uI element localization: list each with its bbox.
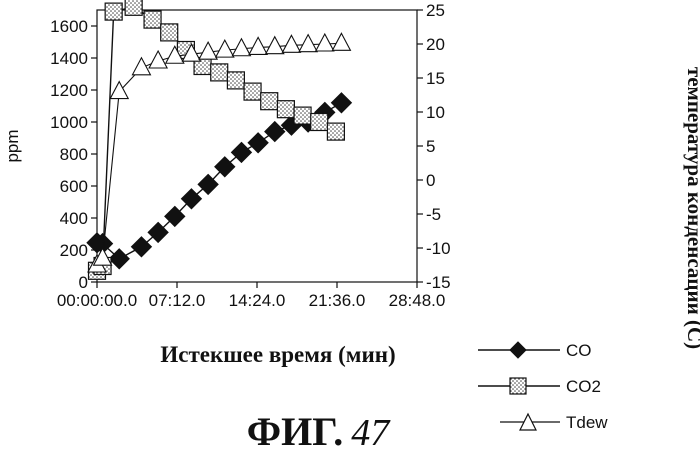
x-tick-label: 14:24.0	[229, 291, 286, 310]
data-point-co	[330, 92, 353, 114]
data-point-co	[264, 120, 286, 143]
data-point-tdew	[264, 35, 285, 55]
data-point-co2	[276, 100, 295, 119]
data-point-tdew	[198, 40, 219, 60]
figure-caption-prefix: ФИГ.	[247, 409, 343, 454]
data-point-co	[230, 141, 253, 164]
data-point-tdew	[314, 32, 335, 52]
legend-label-tdew: Tdew	[566, 413, 608, 432]
legend-marker-co2	[509, 377, 527, 395]
y-tick-label: 1400	[50, 49, 88, 68]
data-point-co2	[293, 106, 312, 125]
legend-marker-co	[509, 341, 527, 359]
data-point-co	[247, 132, 269, 154]
data-point-co2	[226, 71, 245, 90]
x-axis: 00:00:00.0 07:12.0 14:24.0 21:36.0 28:48.0	[57, 282, 446, 310]
data-point-co	[164, 205, 186, 228]
y-tick-label: 0	[79, 273, 88, 292]
data-point-co2	[124, 0, 143, 16]
legend-item-tdew: Tdew	[500, 412, 608, 432]
data-point-co2	[104, 2, 123, 21]
legend-item-co: CO	[478, 341, 592, 360]
data-point-tdew	[109, 80, 130, 100]
y2-tick-label: -5	[426, 205, 441, 224]
data-point-co	[108, 248, 130, 270]
data-point-co2	[310, 112, 329, 132]
x-tick-label: 07:12.0	[149, 291, 206, 310]
data-point-tdew	[148, 49, 169, 69]
data-point-co2	[210, 63, 229, 82]
y2-tick-label: 25	[426, 1, 445, 20]
y2-tick-label: 15	[426, 69, 445, 88]
data-point-co2	[143, 10, 162, 29]
legend-item-co2: CO2	[478, 377, 601, 396]
data-point-tdew	[181, 43, 202, 62]
y-tick-label: 800	[60, 145, 88, 164]
y2-tick-label: 20	[426, 35, 445, 54]
data-point-tdew	[298, 33, 319, 53]
y-tick-label: 1000	[50, 113, 88, 132]
legend-label-co: CO	[566, 341, 592, 360]
series-co	[86, 92, 353, 270]
series-layer	[86, 0, 353, 280]
data-point-tdew	[164, 45, 185, 64]
data-point-co	[130, 236, 153, 258]
y-axis-right: -15 -10 -5 0 5 10 15 20 25	[417, 1, 451, 292]
figure-caption-number: 47	[351, 412, 391, 454]
data-point-tdew	[281, 34, 302, 53]
data-point-tdew	[214, 38, 235, 58]
y-tick-label: 200	[60, 241, 88, 260]
legend-label-co2: CO2	[566, 377, 601, 396]
data-point-co	[197, 173, 219, 196]
y-tick-label: 600	[60, 177, 88, 196]
data-point-co2	[160, 23, 179, 42]
data-point-co2	[243, 82, 262, 101]
x-axis-title: Истекшее время (мин)	[160, 342, 395, 367]
legend: CO CO2 Tdew	[478, 341, 608, 432]
data-point-tdew	[231, 37, 252, 57]
y-axis-title: ppm	[3, 129, 22, 162]
data-point-tdew	[92, 247, 113, 266]
data-point-co2	[260, 92, 279, 111]
y2-axis-title: температура конденсации (С)	[683, 67, 700, 349]
series-tdew	[87, 32, 352, 273]
series-line-co2	[96, 6, 337, 272]
x-tick-label: 28:48.0	[389, 291, 446, 310]
y-tick-label: 1200	[50, 81, 88, 100]
data-point-tdew	[131, 56, 152, 76]
x-tick-label: 00:00:00.0	[57, 291, 137, 310]
y2-tick-label: 5	[426, 137, 435, 156]
y-axis-left: 0 200 400 600 800 1000 1200 1400 1600	[50, 17, 97, 292]
data-point-co	[214, 156, 236, 178]
y-tick-label: 1600	[50, 17, 88, 36]
data-point-co	[147, 221, 169, 244]
figure-caption: ФИГ. 47	[247, 409, 391, 454]
legend-marker-tdew	[519, 412, 537, 431]
y2-tick-label: 0	[426, 171, 435, 190]
y2-tick-label: -10	[426, 239, 451, 258]
y2-tick-label: 10	[426, 103, 445, 122]
series-line-tdew	[96, 42, 342, 266]
x-tick-label: 21:36.0	[309, 291, 366, 310]
data-point-co2	[326, 122, 345, 141]
data-point-tdew	[331, 32, 352, 51]
data-point-co	[180, 188, 203, 210]
y2-tick-label: -15	[426, 273, 451, 292]
data-point-tdew	[248, 36, 269, 55]
y-tick-label: 400	[60, 209, 88, 228]
